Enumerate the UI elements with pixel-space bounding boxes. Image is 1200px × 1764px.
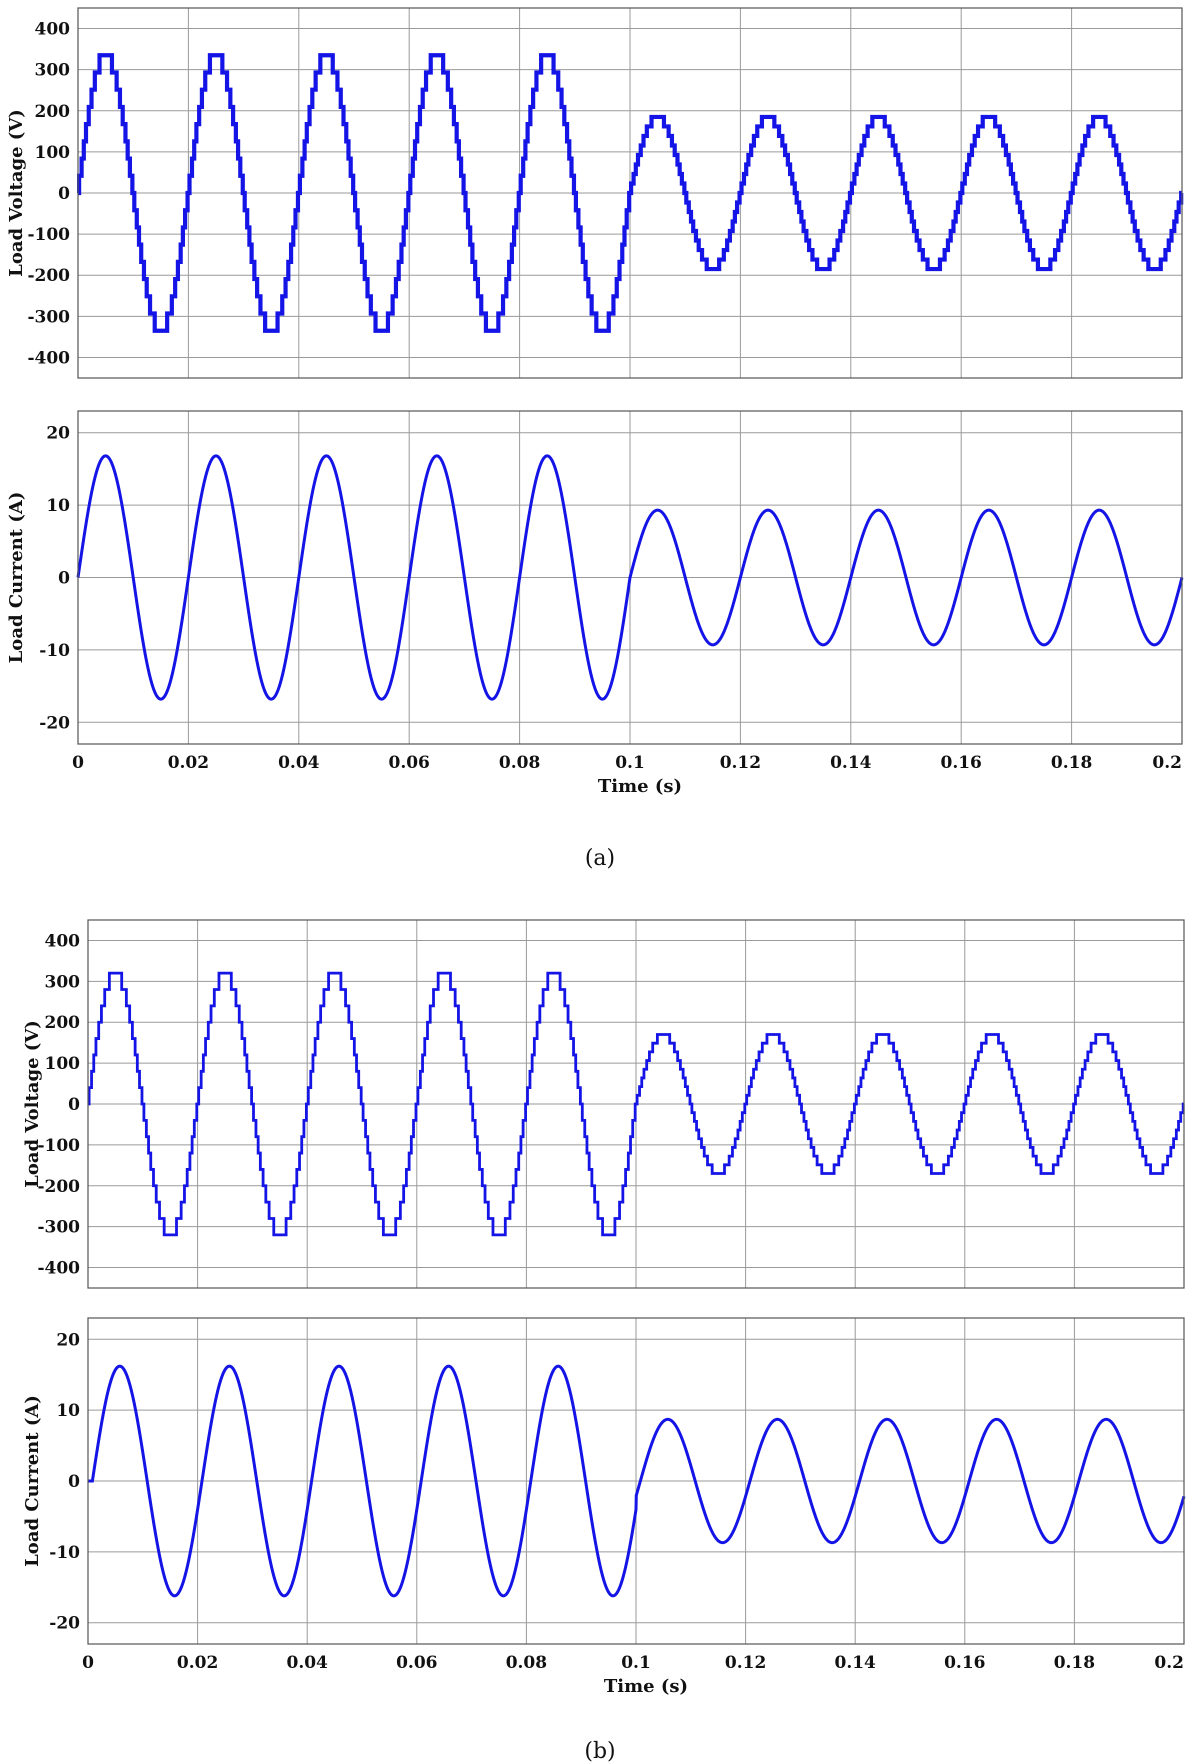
panel-b-current-chart: 0 0.02 0.04 0.06 0.08 0.1 0.12 0.14 0.16 0.18 0.2 2… <box>22 1317 1186 1697</box>
x-tick-label: 0.18 <box>1051 753 1092 773</box>
x-tick-label: 0.08 <box>499 753 540 773</box>
y-tick-label: -10 <box>49 1543 80 1563</box>
y-axis-label: Load Current (A) <box>22 1395 43 1567</box>
series-line <box>88 1364 1186 1598</box>
x-tick-label: 0.08 <box>506 1653 547 1673</box>
y-tick-label: 100 <box>35 143 71 163</box>
plot-frame <box>87 919 1185 1289</box>
y-tick-label: -400 <box>27 348 70 368</box>
x-tick-label: 0.02 <box>177 1653 218 1673</box>
x-tick-label: 0.14 <box>834 1653 876 1673</box>
plot-frame <box>87 1317 1185 1645</box>
y-axis-label: Load Voltage (V) <box>22 1020 43 1188</box>
series-line <box>87 971 1185 1237</box>
y-tick-label: 20 <box>46 424 70 444</box>
x-tick-label: 0.02 <box>168 753 209 773</box>
y-tick-label: 400 <box>35 20 71 40</box>
x-tick-label: 0.2 <box>1154 1653 1184 1673</box>
y-axis-label: Load Voltage (V) <box>6 109 27 277</box>
y-tick-label: 0 <box>68 1472 80 1492</box>
y-tick-label: 200 <box>35 102 71 122</box>
y-tick-label: 100 <box>45 1054 81 1074</box>
y-tick-label: -10 <box>39 641 70 661</box>
x-tick-label: 0.2 <box>1152 753 1182 773</box>
y-tick-label: -200 <box>27 266 70 286</box>
caption-b: (b) <box>584 1739 615 1764</box>
x-tick-label: 0.16 <box>940 753 981 773</box>
y-tick-label: 300 <box>45 972 81 992</box>
x-tick-label: 0.06 <box>396 1653 437 1673</box>
y-tick-label: -200 <box>37 1177 80 1197</box>
y-axis-label: Load Current (A) <box>6 492 27 664</box>
y-tick-label: 200 <box>45 1013 81 1033</box>
x-tick-label: 0.14 <box>830 753 872 773</box>
x-tick-label: 0.12 <box>720 753 761 773</box>
plot-frame <box>77 7 1183 379</box>
y-tick-label: 0 <box>68 1095 80 1115</box>
y-tick-label: -100 <box>27 225 70 245</box>
series-line <box>77 53 1184 333</box>
caption-a: (a) <box>585 846 615 871</box>
x-tick-label: 0.04 <box>278 753 320 773</box>
y-tick-label: 0 <box>58 569 70 589</box>
x-axis-label: Time (s) <box>598 776 682 797</box>
y-tick-label: -20 <box>39 713 70 733</box>
y-tick-label: -300 <box>27 307 70 327</box>
x-tick-label: 0.1 <box>621 1653 651 1673</box>
y-tick-label: -100 <box>37 1136 80 1156</box>
y-tick-label: 20 <box>56 1330 80 1350</box>
y-tick-label: -300 <box>37 1218 80 1238</box>
y-tick-label: -400 <box>37 1259 80 1279</box>
x-tick-label: 0.12 <box>725 1653 766 1673</box>
y-tick-label: 10 <box>56 1401 80 1421</box>
plot-frame <box>77 410 1183 745</box>
y-tick-label: 0 <box>58 184 70 204</box>
panel-a-voltage-chart: 400 300 200 100 0 -100 -200 -300 -400 Load Voltag… <box>6 7 1184 379</box>
panel-a-current-chart: 0 0.02 0.04 0.06 0.08 0.1 0.12 0.14 0.16 0.18 0.2 2… <box>6 410 1184 797</box>
panel-b-voltage-chart: 400 300 200 100 0 -100 -200 -300 -400 Load Voltag… <box>22 919 1185 1289</box>
x-tick-label: 0.04 <box>286 1653 328 1673</box>
x-tick-label: 0 <box>72 753 84 773</box>
x-tick-label: 0 <box>82 1653 94 1673</box>
x-axis-label: Time (s) <box>604 1676 688 1697</box>
series-line <box>76 454 1184 701</box>
x-tick-label: 0.18 <box>1054 1653 1095 1673</box>
x-tick-label: 0.06 <box>388 753 429 773</box>
y-tick-label: 300 <box>35 61 71 81</box>
y-tick-label: 10 <box>46 496 70 516</box>
y-tick-label: 400 <box>45 931 81 951</box>
x-tick-label: 0.16 <box>944 1653 985 1673</box>
y-tick-label: -20 <box>49 1614 80 1634</box>
x-tick-label: 0.1 <box>615 753 645 773</box>
